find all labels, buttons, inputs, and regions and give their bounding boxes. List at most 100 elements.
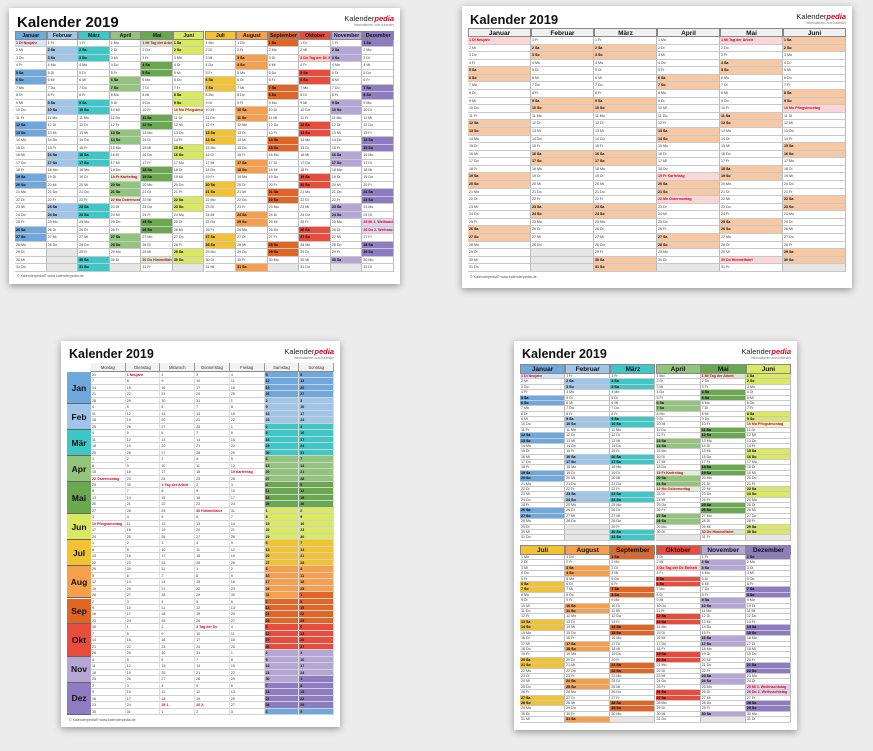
- week-row: 30 31 1 2 3 4 5: [91, 708, 334, 715]
- day-cell: 1: [195, 566, 230, 572]
- day-cell: 15 So: [362, 144, 394, 153]
- day-cell: 6 Fr: [610, 582, 656, 588]
- day-cell: 26 Di: [330, 226, 363, 235]
- day-cell: 8 Fr: [330, 92, 363, 100]
- day-cell: 26 Mo: [565, 690, 611, 696]
- day-cell: 25 Fr: [468, 218, 531, 227]
- day-cell: 12 Mo: [236, 122, 268, 130]
- day-cell: 16 Mi: [15, 152, 47, 160]
- month-label-mai: Mai: [67, 482, 91, 515]
- day-cell: 15 Mo: [204, 144, 237, 153]
- day-cell: 21 Sa: [610, 663, 656, 669]
- day-cell: 24 Mi: [204, 211, 237, 220]
- day-cell: 14: [91, 637, 126, 643]
- day-cell: 15: [126, 384, 161, 391]
- weekday-header: Freitag: [229, 363, 265, 372]
- day-cell: 3 Mi: [655, 384, 701, 391]
- day-cell: 16 Sa: [700, 636, 746, 642]
- sheet-title: Kalender 2019: [522, 347, 607, 361]
- month-column-mär: März 1 Fr 2 Sa 3 So 4 Mo 5 Di 6 Mi 7 Do 8 Fr 9 Sa…: [594, 28, 657, 272]
- day-cell: 22 Mo Ostermontag: [655, 486, 701, 493]
- day-cell: 2 Mi: [299, 47, 331, 55]
- day-cell: 19: [299, 494, 334, 501]
- day-cell: 27 Fr: [745, 695, 791, 701]
- day-cell: 26 Fr: [204, 226, 237, 235]
- day-cell: 15 Sa: [745, 449, 791, 455]
- day-cell: 10 Mi: [109, 107, 142, 115]
- day-cell: 7: [91, 378, 126, 384]
- day-cell: 16 Di: [520, 636, 566, 642]
- day-cell: 7: [91, 630, 126, 637]
- day-cell: 12 Sa: [468, 120, 531, 128]
- day-cell: 30: [299, 533, 334, 540]
- day-cell: 21 Do: [565, 481, 611, 487]
- day-cell: 19 Di: [46, 174, 79, 182]
- calendar-sheet-week-rows[interactable]: Kalender 2019 Kalenderpedia Informatione…: [61, 341, 340, 727]
- calendar-sheet-full-year[interactable]: Kalender 2019 Kalenderpedia Informatione…: [9, 8, 400, 284]
- day-cell: 30 Fr: [565, 711, 611, 718]
- day-cell: 15 So: [745, 630, 791, 637]
- day-cell: 20 Mo: [700, 476, 746, 482]
- day-cell: 14 Do: [46, 137, 79, 145]
- day-cell: 17: [160, 553, 196, 559]
- day-cell: 31 So: [610, 535, 656, 541]
- day-cell: 21: [299, 469, 334, 475]
- day-cell: 15: [91, 469, 126, 475]
- day-cell: 12 So: [700, 433, 746, 439]
- month-header: März: [594, 28, 657, 37]
- day-cell: 25 So: [236, 219, 268, 227]
- day-cell: 8: [126, 630, 161, 637]
- day-cell: 18: [195, 469, 230, 475]
- day-cell: 2 Fr: [565, 560, 611, 566]
- day-cell: 21 Do: [330, 189, 363, 197]
- day-cell: 26 Fr: [520, 690, 566, 696]
- day-cell: 2 Di: [109, 47, 142, 55]
- day-cell: 21 Mo: [655, 663, 701, 669]
- day-cell: 13: [195, 520, 230, 527]
- day-cell: 7 Mo: [15, 84, 47, 93]
- day-cell: 9: [264, 404, 300, 410]
- day-cell: 12: [264, 630, 300, 637]
- day-cell: 2 Mi: [655, 560, 701, 566]
- day-cell: 30 Mi: [468, 256, 531, 265]
- month-column-jul: Juli 1 Mo 2 Di 3 Mi 4 Do 5 Fr 6 Sa 7 So 8 Mo 9 Di…: [520, 545, 566, 723]
- day-cell: 1 Di Neujahr: [468, 37, 531, 45]
- day-cell: 20 So: [655, 657, 701, 664]
- day-cell: 13: [299, 378, 334, 384]
- day-cell: 31 Do: [468, 264, 531, 272]
- day-cell: 14 Di: [720, 135, 783, 144]
- day-cell: 29 Do: [565, 706, 611, 712]
- day-cell: 25 Sa: [700, 503, 746, 509]
- calendar-sheet-half-year[interactable]: Kalender 2019 Kalenderpedia Informatione…: [462, 6, 852, 288]
- day-cell: 22: [230, 669, 265, 676]
- month-label-mär: Mär: [67, 430, 91, 457]
- day-cell: 10 Mi: [204, 107, 237, 115]
- month-column-feb: Februar 1 Fr 2 Sa 3 So 4 Mo 5 Di 6 Mi 7 Do 8 Fr 9…: [46, 31, 79, 272]
- day-cell: 14 Do: [700, 625, 746, 631]
- day-cell: 5 Mi: [745, 395, 791, 401]
- day-cell: 2 Mo: [362, 47, 394, 55]
- day-cell: 24: [299, 669, 334, 676]
- month-header: August: [565, 545, 611, 555]
- day-cell: 9 Sa: [565, 417, 611, 423]
- day-cell: 14 Mo: [655, 625, 701, 631]
- day-cell: 5: [264, 372, 300, 378]
- day-cell: 2 Di: [655, 379, 701, 385]
- day-cell: 13 Mo: [720, 127, 783, 136]
- day-cell: 10 Sa: [236, 107, 268, 115]
- day-cell: 1 Fr: [78, 40, 110, 48]
- day-cell: 28 Sa: [362, 241, 394, 250]
- weekday-header: Dienstag: [125, 363, 161, 372]
- day-cell: 3 Mi: [657, 52, 720, 60]
- day-cell: 29: [230, 449, 265, 456]
- day-cell: 14 Mi: [236, 137, 268, 145]
- day-cell: 10 So: [594, 105, 657, 113]
- day-cell: 26 Di: [565, 508, 611, 514]
- day-cell: 27: [299, 643, 334, 650]
- calendar-sheet-two-halves[interactable]: Kalender 2019 Kalenderpedia Informatione…: [514, 341, 797, 730]
- day-cell: 14: [299, 462, 334, 469]
- day-cell: 15 Di: [15, 144, 47, 153]
- month-header: September: [610, 545, 656, 555]
- day-cell: 5 Sa: [520, 395, 566, 401]
